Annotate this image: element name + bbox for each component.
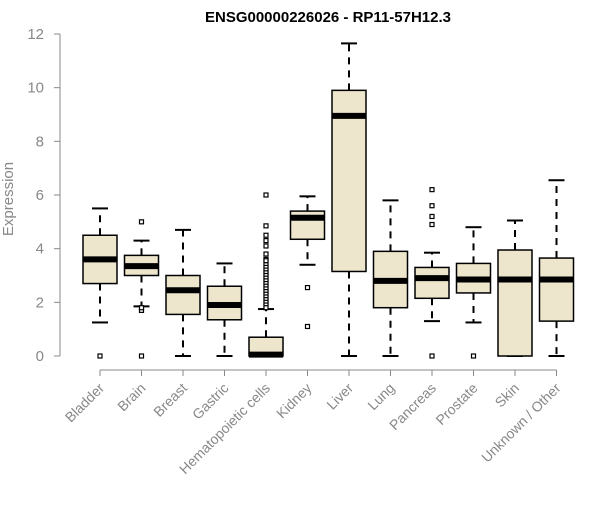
box-11 [497, 219, 533, 357]
outlier-point [429, 221, 435, 228]
outlier-point [263, 223, 269, 229]
outlier-point [263, 251, 269, 257]
iqr-box [538, 257, 575, 322]
box-5 [248, 192, 284, 358]
outlier-point [263, 238, 269, 244]
box-2 [123, 219, 160, 359]
iqr-box [414, 266, 450, 300]
box-6 [289, 195, 326, 330]
outlier-point [304, 284, 311, 291]
x-tick-label: Skin [492, 380, 523, 411]
box-1 [82, 207, 118, 359]
outlier-point [263, 243, 269, 249]
outlier-point [429, 213, 435, 220]
x-tick-label: Unknown / Other [478, 380, 564, 466]
iqr-box [331, 89, 367, 273]
outlier-point [263, 305, 269, 311]
outlier-point [429, 203, 435, 209]
boxes [82, 42, 575, 359]
outlier-point [97, 353, 103, 359]
box-10 [455, 226, 492, 359]
box-9 [414, 187, 450, 359]
y-tick-label: 4 [36, 241, 44, 258]
x-tick-label: Prostate [432, 380, 480, 428]
x-tick-label: Lung [364, 380, 397, 413]
x-tick-label: Bladder [62, 380, 108, 426]
outlier-point [138, 219, 145, 225]
outlier-point [429, 353, 435, 359]
box-12 [538, 179, 575, 357]
axes: 0 2 4 6 8 10 12 [27, 26, 557, 376]
y-tick-label: 8 [36, 133, 44, 150]
y-axis-label: Expression [0, 162, 17, 236]
iqr-box [165, 274, 201, 316]
outlier-point [138, 353, 145, 359]
chart-title: ENSG00000226026 - RP11-57H12.3 [205, 9, 451, 26]
y-tick-label: 6 [36, 187, 44, 204]
x-tick-label: Liver [323, 380, 356, 413]
outlier-point [263, 258, 269, 264]
box-4 [206, 262, 243, 357]
outlier-point [304, 323, 311, 330]
y-tick-label: 12 [27, 26, 44, 43]
y-tick-label: 2 [36, 294, 44, 311]
iqr-box [497, 249, 533, 357]
y-tick-label: 10 [27, 80, 44, 97]
x-tick-label: Brain [114, 380, 148, 414]
x-tick-label: Breast [150, 380, 190, 420]
y-tick-label: 0 [36, 348, 44, 365]
x-tick-label: Kidney [273, 380, 315, 422]
outlier-point [263, 232, 269, 238]
outlier-point [429, 187, 435, 193]
box-3 [165, 228, 201, 357]
box-8 [372, 199, 409, 357]
outlier-point [138, 305, 145, 311]
outlier-point [263, 192, 269, 198]
box-7 [331, 42, 367, 357]
outlier-point [470, 353, 477, 359]
